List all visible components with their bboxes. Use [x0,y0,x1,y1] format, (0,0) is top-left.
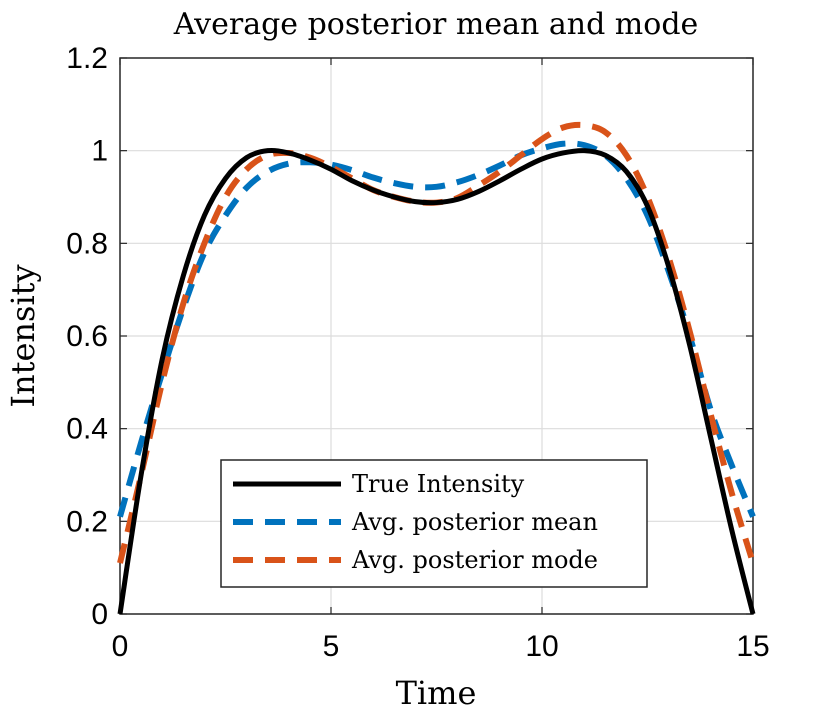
legend-label-0: True Intensity [352,470,525,498]
series-line-0 [117,147,756,615]
y-tick-label: 0.4 [66,413,108,446]
legend-label-2: Avg. posterior mode [351,546,598,574]
y-tick-label: 0.6 [66,320,108,353]
y-tick-label: 1.2 [66,42,108,75]
axes [119,57,754,615]
y-tick-label: 0.8 [66,227,108,260]
x-tick-label: 0 [112,630,129,663]
y-axis-label: Intensity [4,264,42,407]
y-tick-label: 1 [91,135,108,168]
x-tick-label: 10 [525,630,558,663]
legend: True Intensity Avg. posterior mean Avg. po… [220,459,648,588]
y-tick-label: 0 [91,598,108,631]
series-layer [117,121,756,615]
tick-labels: 0 5 10 15 0 0.2 0.4 0.6 0.8 1 1.2 [66,42,769,663]
series-line-1 [117,140,756,518]
x-tick-label: 15 [736,630,769,663]
x-axis-label: Time [396,674,477,712]
x-tick-label: 5 [323,630,340,663]
y-tick-label: 0.2 [66,505,108,538]
legend-box [220,459,648,588]
chart-title: Average posterior mean and mode [173,7,699,42]
legend-label-1: Avg. posterior mean [351,508,598,536]
